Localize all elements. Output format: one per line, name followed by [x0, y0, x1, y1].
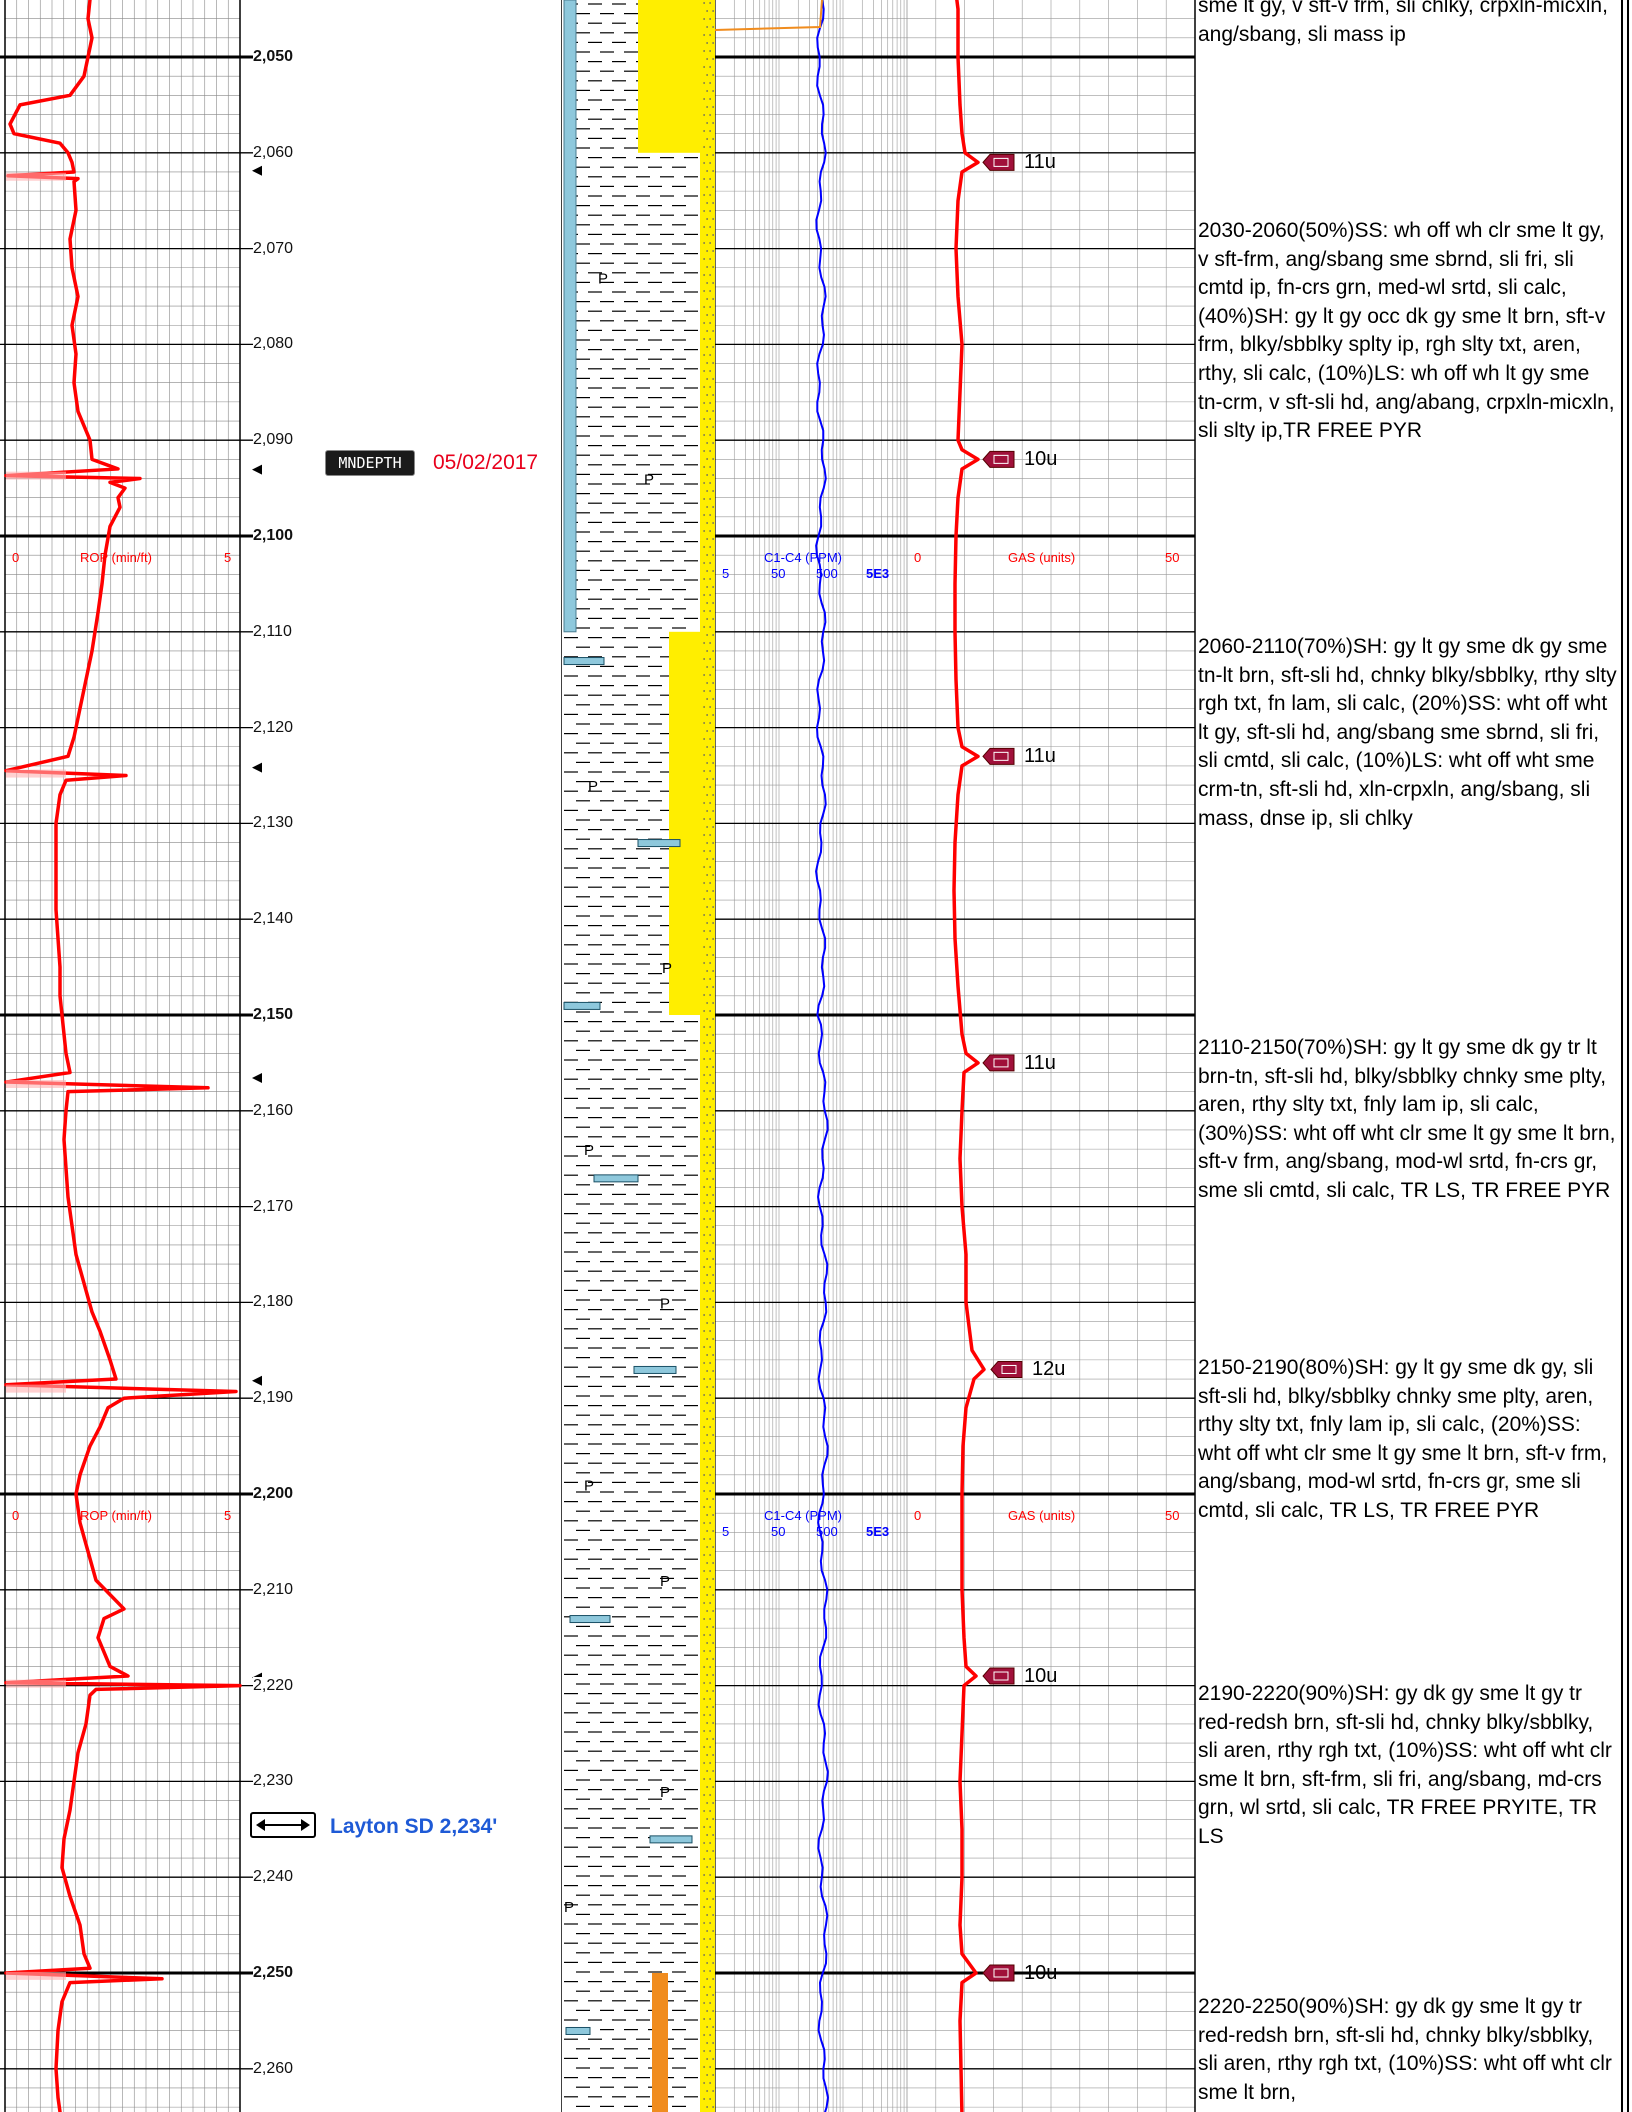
- connection-gas-marker: [982, 153, 1015, 171]
- depth-label: 2,190: [253, 1389, 294, 1408]
- c1c4-scale-tick: 50: [771, 566, 786, 581]
- svg-text:P: P: [644, 472, 654, 489]
- pipe-connection-icon: [252, 1072, 262, 1083]
- connection-gas-value: 10u: [1024, 448, 1058, 471]
- depth-label: 2,180: [253, 1293, 294, 1312]
- depth-label: 2,160: [253, 1101, 294, 1120]
- depth-label: 2,130: [253, 814, 294, 833]
- svg-text:P: P: [660, 1295, 670, 1312]
- lithology-description: 2190-2220(90%)SH: gy dk gy sme lt gy tr …: [1198, 1682, 1612, 1848]
- c1c4-curve: [815, 0, 829, 2112]
- c1c4-scale-tick: 50: [771, 1524, 786, 1539]
- lithology-description: 2110-2150(70%)SH: gy lt gy sme dk gy tr …: [1198, 1036, 1616, 1202]
- pipe-connection-icon: [252, 762, 262, 773]
- depth-label: 2,230: [253, 1772, 294, 1791]
- formation-top-icon: [250, 1812, 316, 1838]
- c1c4-scale-label: C1-C4 (PPM): [764, 1508, 843, 1523]
- svg-text:P: P: [584, 1477, 594, 1494]
- svg-text:P: P: [598, 270, 608, 287]
- connection-gas-value: 10u: [1024, 1665, 1058, 1688]
- connection-gas-value: 11u: [1024, 1051, 1056, 1074]
- c1c4-scale-tick: 500: [816, 1524, 838, 1539]
- gas-scale-label: GAS (units): [1008, 550, 1076, 565]
- svg-text:P: P: [660, 1573, 670, 1590]
- connection-gas-marker: [982, 1054, 1015, 1072]
- rop-scale-min: 0: [12, 1508, 20, 1523]
- depth-label: 2,060: [253, 143, 294, 162]
- depth-label: 2,110: [253, 622, 292, 641]
- rop-scale-label: ROP (min/ft): [80, 550, 152, 565]
- connection-gas-marker: [982, 450, 1015, 468]
- depth-label: 2,200: [253, 1485, 294, 1503]
- depth-label: 2,140: [253, 910, 294, 929]
- depth-label: 2,220: [253, 1676, 294, 1695]
- lithology-column: P P P P P P P P P P: [562, 0, 715, 2112]
- rop-scale-min: 0: [12, 550, 20, 565]
- lithology-description: sme lt gy, v sft-v frm, sli chlky, crpxl…: [1198, 0, 1608, 46]
- svg-text:P: P: [588, 778, 598, 795]
- pipe-connection-icon: [252, 464, 262, 475]
- depth-label: 2,090: [253, 431, 294, 450]
- connection-gas-marker: [982, 747, 1015, 765]
- connection-gas-marker: [982, 1667, 1015, 1685]
- rop-scale-max: 5: [224, 1508, 232, 1523]
- pipe-connection-icon: [252, 165, 262, 176]
- gas-scale-label: GAS (units): [1008, 1508, 1076, 1523]
- c1c4-scale-tick: 5E3: [866, 566, 890, 581]
- lithology-description: 2030-2060(50%)SS: wh off wh clr sme lt g…: [1198, 219, 1615, 443]
- svg-text:P: P: [584, 1142, 594, 1159]
- c1c4-scale-tick: 5: [722, 1524, 730, 1539]
- c1c4-scale-tick: 5: [722, 566, 730, 581]
- depth-label: 2,050: [253, 48, 294, 66]
- depth-label: 2,080: [253, 335, 294, 354]
- rop-scale-max: 5: [224, 550, 232, 565]
- connection-gas-value: 11u: [1024, 745, 1056, 768]
- connection-gas-value: 12u: [1032, 1358, 1066, 1381]
- connection-gas-marker: [982, 1964, 1015, 1982]
- depth-label: 2,070: [253, 239, 294, 258]
- formation-top-label: Layton SD 2,234': [330, 1815, 498, 1838]
- depth-label: 2,210: [253, 1580, 294, 1599]
- lithology-description: 2060-2110(70%)SH: gy lt gy sme dk gy sme…: [1198, 635, 1617, 830]
- svg-text:P: P: [662, 960, 672, 977]
- svg-text:P: P: [564, 1899, 574, 1916]
- connection-gas-value: 11u: [1024, 151, 1056, 174]
- gas-scale-max: 50: [1165, 1508, 1180, 1523]
- gas-scale-min: 0: [914, 550, 922, 565]
- mindepth-date: 05/02/2017: [433, 451, 539, 474]
- depth-label: 2,120: [253, 718, 294, 737]
- c1c4-scale-label: C1-C4 (PPM): [764, 550, 843, 565]
- gas-scale-min: 0: [914, 1508, 922, 1523]
- lithology-description: 2220-2250(90%)SH: gy dk gy sme lt gy tr …: [1198, 1995, 1612, 2104]
- depth-label: 2,150: [253, 1006, 294, 1024]
- depth-label: 2,250: [253, 1964, 294, 1982]
- c1c4-scale-tick: 500: [816, 566, 838, 581]
- svg-text:P: P: [660, 1784, 670, 1801]
- rop-scale-label: ROP (min/ft): [80, 1508, 152, 1523]
- gas-scale-max: 50: [1165, 550, 1180, 565]
- pipe-connection-icon: [252, 1375, 262, 1386]
- connection-gas-marker: [990, 1360, 1023, 1378]
- depth-label: 2,100: [253, 527, 294, 545]
- depth-label: 2,170: [253, 1197, 294, 1216]
- mindepth-badge: MNDEPTH: [325, 450, 415, 476]
- double-arrow-icon: [256, 1819, 310, 1831]
- lithology-description: 2150-2190(80%)SH: gy lt gy sme dk gy, sl…: [1198, 1356, 1608, 1522]
- c1c4-scale-tick: 5E3: [866, 1524, 890, 1539]
- depth-label: 2,240: [253, 1868, 294, 1887]
- rop-curve: [4, 0, 242, 2112]
- gas-curve: [952, 0, 986, 2112]
- connection-gas-value: 10u: [1024, 1962, 1058, 1984]
- depth-label: 2,260: [253, 2059, 294, 2078]
